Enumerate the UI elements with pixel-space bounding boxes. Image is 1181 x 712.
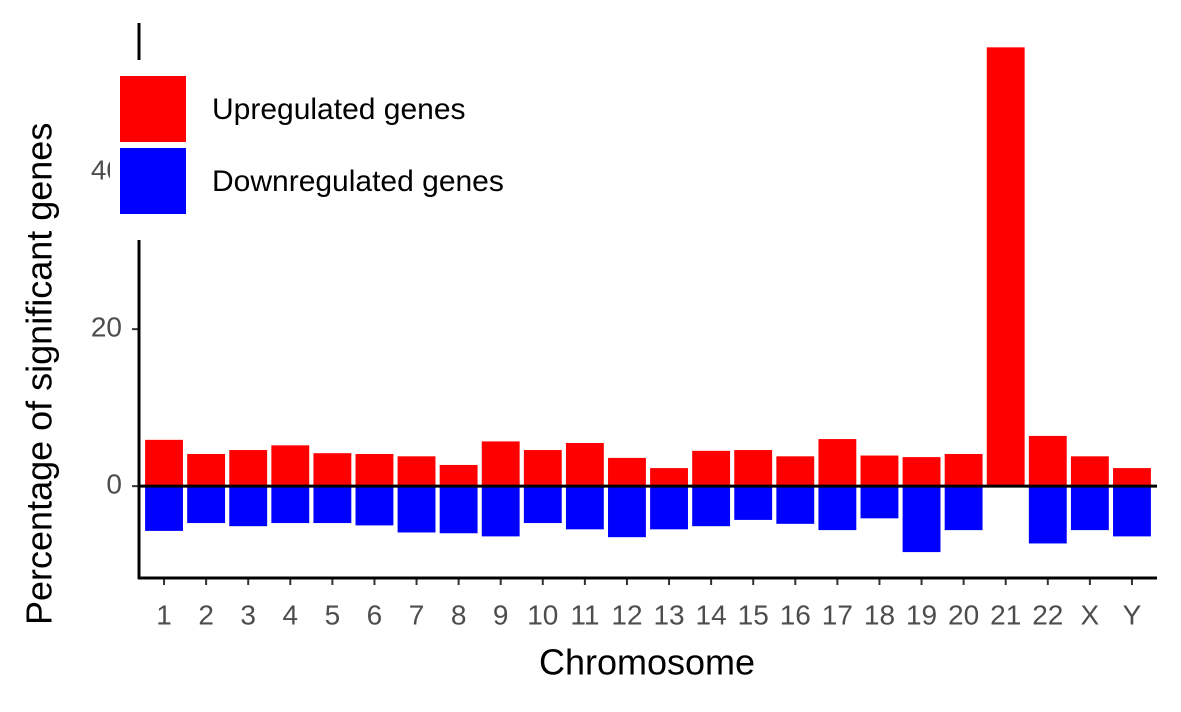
x-tick-label: 15 xyxy=(738,599,769,630)
bar xyxy=(902,486,941,553)
bar xyxy=(439,464,478,487)
x-tick-label: 19 xyxy=(906,599,937,630)
x-tick-label: 21 xyxy=(990,599,1021,630)
x-tick-label: 3 xyxy=(240,599,256,630)
x-tick-label: 7 xyxy=(409,599,425,630)
bar xyxy=(187,453,226,487)
bar xyxy=(565,486,604,530)
bar xyxy=(1113,468,1151,487)
bar xyxy=(860,455,899,487)
bar xyxy=(481,486,520,537)
x-tick-label: 20 xyxy=(948,599,979,630)
bar xyxy=(271,486,310,524)
bar xyxy=(860,486,899,519)
bar xyxy=(692,486,731,527)
bar xyxy=(776,456,815,487)
bar xyxy=(481,441,520,487)
bar xyxy=(734,486,773,520)
bar xyxy=(818,439,857,487)
legend-swatch xyxy=(120,148,186,214)
bar xyxy=(776,486,815,524)
bar xyxy=(1028,435,1067,487)
bar xyxy=(692,450,731,487)
bar xyxy=(397,456,436,487)
x-tick-label: 18 xyxy=(864,599,895,630)
bar xyxy=(229,486,268,527)
bar xyxy=(650,468,688,487)
legend-label: Upregulated genes xyxy=(212,93,466,126)
x-tick-label: 22 xyxy=(1032,599,1063,630)
bar xyxy=(944,453,983,487)
x-tick-label: 4 xyxy=(283,599,299,630)
bar xyxy=(818,486,857,531)
legend-background xyxy=(110,60,590,240)
bar xyxy=(565,442,604,487)
x-tick-label: 10 xyxy=(527,599,558,630)
y-axis-title: Percentage of significant genes xyxy=(19,123,60,625)
legend-swatch xyxy=(120,76,186,142)
bar xyxy=(944,486,983,531)
bar xyxy=(355,453,394,487)
x-tick-label: 9 xyxy=(493,599,509,630)
bar xyxy=(313,486,352,524)
bar xyxy=(523,486,562,524)
bar xyxy=(734,450,773,487)
bar xyxy=(355,486,394,526)
bar xyxy=(1113,486,1151,537)
bar xyxy=(145,486,183,531)
x-tick-label: 17 xyxy=(822,599,853,630)
bar xyxy=(986,47,1025,487)
bar xyxy=(229,450,268,487)
x-tick-label: 2 xyxy=(198,599,214,630)
x-tick-label: 12 xyxy=(611,599,642,630)
bar xyxy=(608,486,646,538)
bar xyxy=(608,457,646,487)
y-tick-label: 0 xyxy=(106,469,122,500)
bar xyxy=(650,486,688,530)
x-tick-label: 13 xyxy=(653,599,684,630)
x-tick-label: 11 xyxy=(570,599,599,630)
bar xyxy=(397,486,436,533)
x-tick-label: X xyxy=(1081,599,1100,630)
y-tick-label: 20 xyxy=(91,312,122,343)
bar xyxy=(1070,456,1109,487)
bar xyxy=(1070,486,1109,531)
bar xyxy=(1028,486,1067,544)
bar xyxy=(313,453,352,487)
x-tick-label: Y xyxy=(1123,599,1142,630)
legend-label: Downregulated genes xyxy=(212,165,504,198)
bar xyxy=(145,439,183,487)
bar xyxy=(187,486,226,524)
x-axis-title: Chromosome xyxy=(539,642,755,683)
x-tick-label: 5 xyxy=(325,599,341,630)
bar xyxy=(271,445,310,487)
x-tick-label: 8 xyxy=(451,599,467,630)
x-tick-label: 1 xyxy=(156,599,172,630)
bar xyxy=(523,450,562,487)
bar xyxy=(902,457,941,487)
x-tick-label: 16 xyxy=(780,599,811,630)
x-tick-label: 6 xyxy=(367,599,383,630)
x-tick-label: 14 xyxy=(696,599,727,630)
bar xyxy=(439,486,478,534)
